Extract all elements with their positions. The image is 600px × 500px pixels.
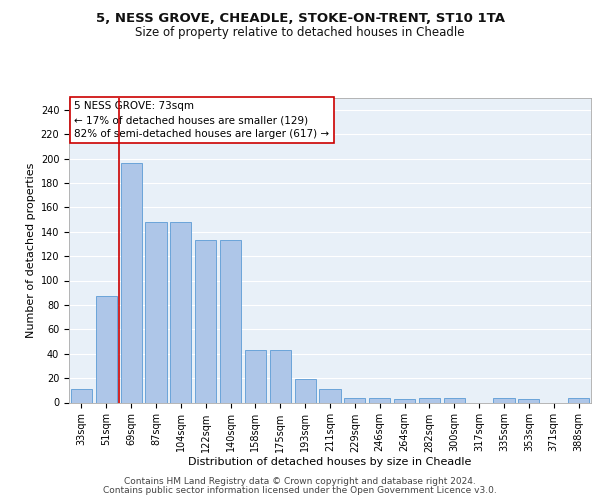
- Text: 5, NESS GROVE, CHEADLE, STOKE-ON-TRENT, ST10 1TA: 5, NESS GROVE, CHEADLE, STOKE-ON-TRENT, …: [95, 12, 505, 26]
- Bar: [444, 398, 465, 402]
- Bar: [245, 350, 266, 403]
- Y-axis label: Number of detached properties: Number of detached properties: [26, 162, 37, 338]
- Bar: [96, 296, 117, 403]
- Bar: [71, 389, 92, 402]
- Text: Contains HM Land Registry data © Crown copyright and database right 2024.: Contains HM Land Registry data © Crown c…: [124, 477, 476, 486]
- Bar: [493, 398, 515, 402]
- Bar: [220, 240, 241, 402]
- Bar: [319, 389, 341, 402]
- Text: Contains public sector information licensed under the Open Government Licence v3: Contains public sector information licen…: [103, 486, 497, 495]
- Bar: [344, 398, 365, 402]
- X-axis label: Distribution of detached houses by size in Cheadle: Distribution of detached houses by size …: [188, 457, 472, 467]
- Bar: [121, 164, 142, 402]
- Text: 5 NESS GROVE: 73sqm
← 17% of detached houses are smaller (129)
82% of semi-detac: 5 NESS GROVE: 73sqm ← 17% of detached ho…: [74, 101, 329, 139]
- Bar: [369, 398, 390, 402]
- Bar: [195, 240, 216, 402]
- Bar: [394, 399, 415, 402]
- Bar: [145, 222, 167, 402]
- Bar: [170, 222, 191, 402]
- Bar: [270, 350, 291, 403]
- Bar: [568, 398, 589, 402]
- Text: Size of property relative to detached houses in Cheadle: Size of property relative to detached ho…: [135, 26, 465, 39]
- Bar: [518, 399, 539, 402]
- Bar: [419, 398, 440, 402]
- Bar: [295, 380, 316, 402]
